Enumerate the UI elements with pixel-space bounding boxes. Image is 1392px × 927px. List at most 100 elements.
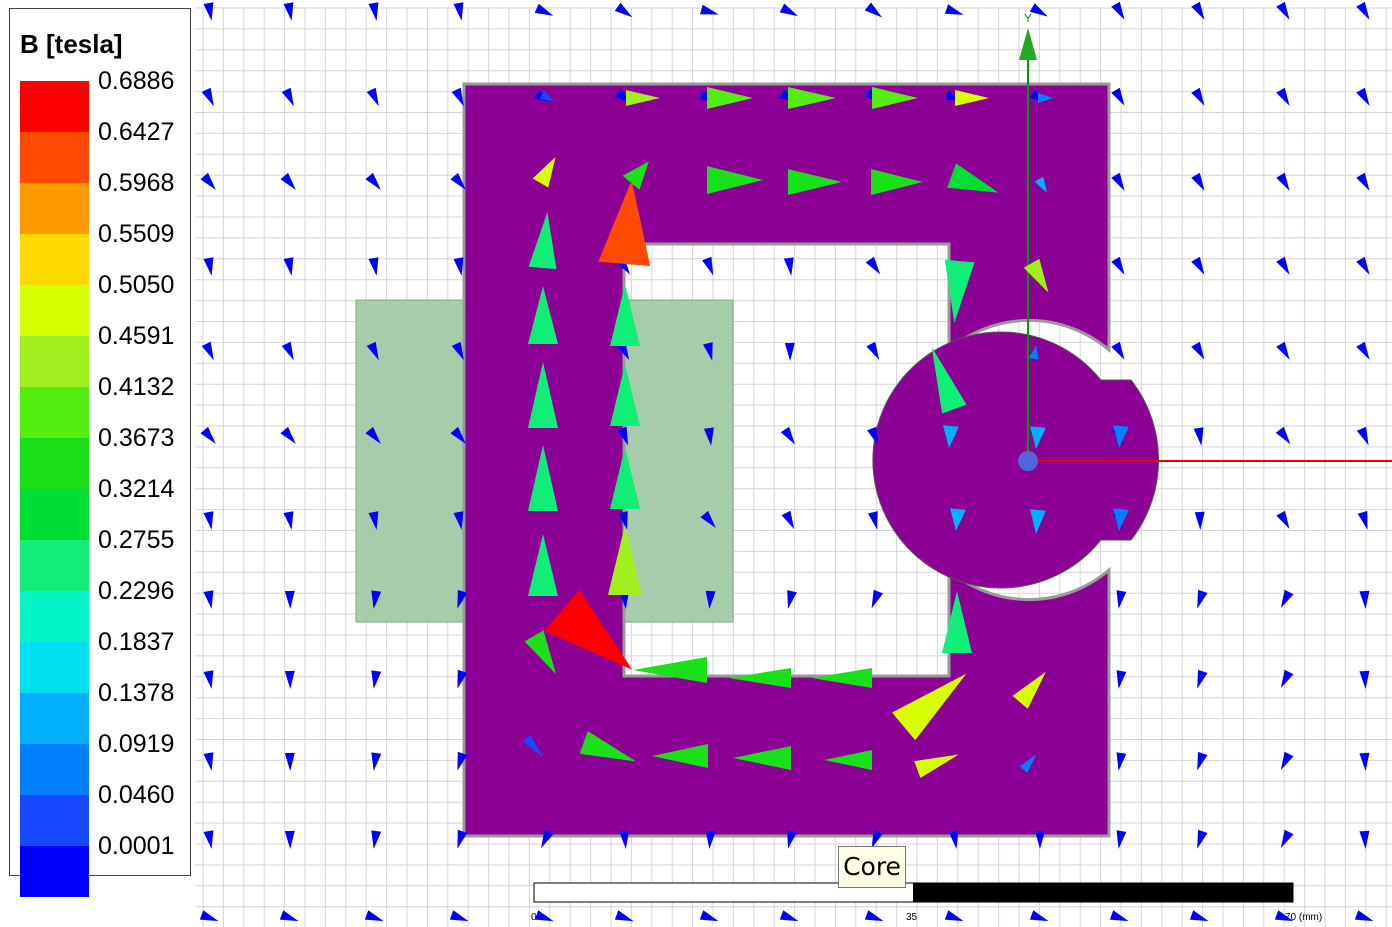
flux-arrow bbox=[1191, 172, 1205, 191]
flux-arrow bbox=[532, 157, 556, 188]
flux-arrow bbox=[200, 426, 216, 444]
legend-value: 0.0001 bbox=[98, 832, 175, 860]
legend-swatch bbox=[20, 744, 89, 795]
flux-arrow bbox=[944, 910, 964, 922]
legend-value: 0.5050 bbox=[98, 271, 175, 299]
core-tooltip: Core bbox=[838, 846, 906, 888]
flux-arrow bbox=[203, 511, 214, 530]
flux-arrow bbox=[283, 2, 294, 21]
legend-swatch bbox=[20, 642, 89, 693]
flux-arrow bbox=[365, 426, 381, 444]
flux-arrow bbox=[1191, 341, 1205, 360]
flux-arrow bbox=[280, 426, 296, 444]
flux-arrow bbox=[780, 426, 795, 445]
flux-arrow bbox=[1197, 589, 1208, 609]
flux-arrow bbox=[702, 256, 714, 276]
flux-arrow bbox=[1111, 87, 1125, 106]
flux-arrow bbox=[1111, 341, 1125, 360]
flux-arrow bbox=[453, 511, 464, 530]
flux-arrow bbox=[1191, 87, 1205, 106]
flux-arrow bbox=[1275, 426, 1291, 445]
flux-arrow bbox=[868, 511, 878, 530]
flux-arrow bbox=[944, 259, 975, 323]
flux-arrow bbox=[1116, 590, 1127, 609]
flux-arrow bbox=[944, 4, 964, 15]
legend-value: 0.0460 bbox=[98, 781, 175, 809]
flux-arrow bbox=[1276, 510, 1290, 529]
flux-arrow bbox=[1029, 3, 1048, 17]
flux-arrow bbox=[871, 829, 883, 849]
flux-arrow bbox=[528, 362, 558, 428]
flux-arrow bbox=[281, 341, 294, 361]
flux-arrow bbox=[1276, 256, 1290, 275]
flux-arrow bbox=[1356, 87, 1370, 106]
flux-arrow bbox=[781, 510, 795, 529]
flux-arrow bbox=[280, 172, 296, 190]
flux-arrow bbox=[368, 2, 379, 21]
flux-arrow bbox=[779, 910, 799, 922]
legend-swatch bbox=[20, 183, 89, 234]
flux-arrow bbox=[279, 910, 299, 922]
flux-arrow bbox=[203, 590, 214, 609]
flux-arrow bbox=[450, 426, 466, 444]
flux-arrow bbox=[1194, 511, 1205, 530]
scale-bar-fill bbox=[913, 883, 1293, 902]
flux-arrow bbox=[616, 341, 630, 360]
legend-swatch bbox=[20, 846, 89, 897]
flux-arrow bbox=[371, 590, 382, 609]
flux-arrow bbox=[1359, 670, 1370, 689]
flux-arrow bbox=[1280, 589, 1294, 608]
flux-arrow bbox=[449, 910, 469, 922]
flux-arrow bbox=[1197, 669, 1208, 689]
flux-arrow bbox=[203, 257, 214, 276]
flux-arrow bbox=[619, 830, 630, 849]
flux-arrow bbox=[203, 2, 214, 21]
flux-arrow bbox=[1197, 751, 1208, 771]
flux-arrow bbox=[457, 669, 468, 689]
flux-arrow bbox=[544, 589, 633, 670]
flux-arrow bbox=[705, 830, 716, 849]
flux-arrow bbox=[871, 169, 923, 195]
flux-arrow bbox=[1038, 93, 1054, 103]
flux-arrow bbox=[864, 910, 884, 922]
flux-arrow bbox=[788, 87, 836, 109]
legend-value: 0.3673 bbox=[98, 424, 175, 452]
legend-swatch bbox=[20, 285, 89, 336]
legend-value: 0.3214 bbox=[98, 475, 175, 503]
flux-arrow bbox=[614, 910, 634, 922]
flux-arrow bbox=[779, 3, 798, 17]
legend-value: 0.1378 bbox=[98, 679, 175, 707]
flux-arrow bbox=[1193, 427, 1204, 446]
flux-arrow bbox=[368, 511, 379, 530]
flux-arrow bbox=[364, 910, 384, 922]
flux-arrow bbox=[1356, 1, 1370, 20]
flux-arrow bbox=[1111, 256, 1125, 275]
flux-arrow bbox=[614, 2, 633, 18]
flux-arrow bbox=[1030, 426, 1046, 449]
flux-arrow bbox=[368, 257, 379, 276]
flux-arrow bbox=[1035, 831, 1045, 849]
scale-tick-label: 0 bbox=[531, 912, 537, 923]
flux-arrow bbox=[787, 590, 797, 609]
flux-arrow bbox=[283, 511, 294, 530]
flux-arrow bbox=[598, 180, 651, 267]
flux-arrow bbox=[453, 257, 464, 276]
legend-value: 0.0919 bbox=[98, 730, 175, 758]
flux-arrow bbox=[284, 670, 295, 689]
flux-arrow bbox=[1276, 341, 1290, 360]
flux-arrow bbox=[1356, 341, 1370, 360]
scale-tick-label: 35 bbox=[906, 912, 918, 923]
flux-arrow bbox=[366, 341, 379, 361]
flux-arrow bbox=[1189, 910, 1209, 922]
flux-arrow bbox=[541, 829, 554, 849]
flux-arrow bbox=[1028, 345, 1039, 360]
flux-arrow bbox=[1191, 1, 1205, 20]
flux-arrow bbox=[1030, 509, 1046, 534]
legend-swatch bbox=[20, 540, 89, 591]
flux-arrow bbox=[1034, 176, 1047, 193]
flux-arrow bbox=[892, 673, 967, 741]
flux-arrow bbox=[1356, 426, 1369, 446]
flux-arrow bbox=[1359, 752, 1370, 771]
legend-value: 0.2296 bbox=[98, 577, 175, 605]
